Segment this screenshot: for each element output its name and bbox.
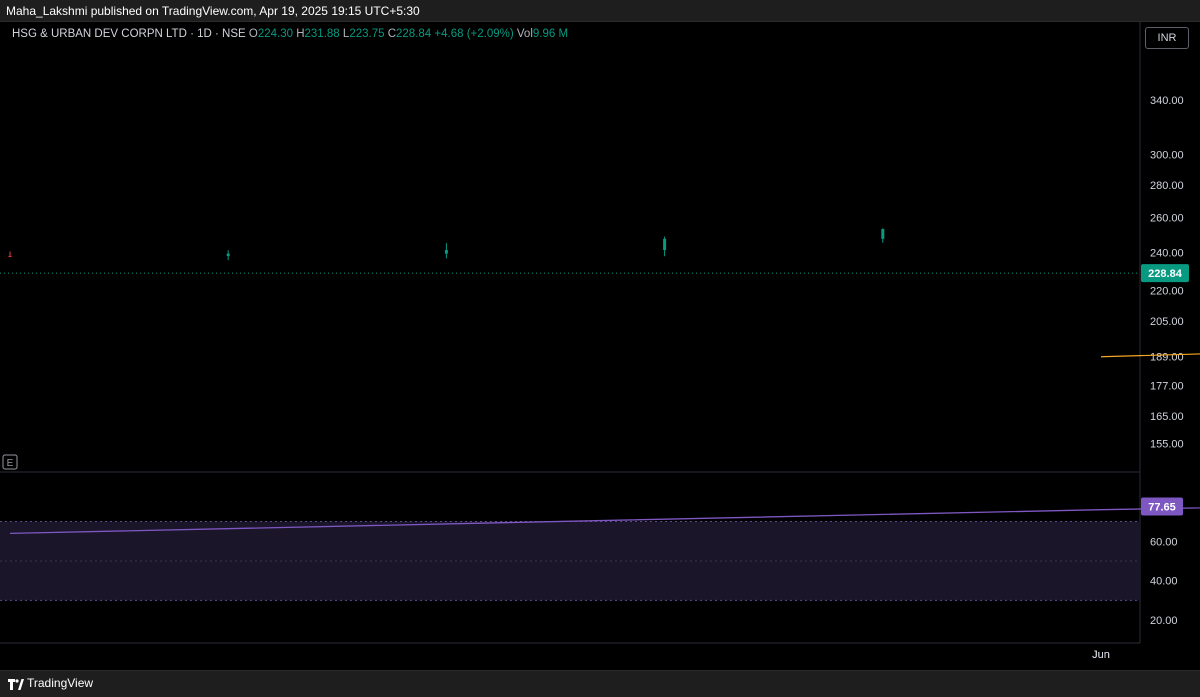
candles-group (9, 90, 1200, 422)
chart-canvas[interactable]: 340.00 300.00 280.00 260.00 240.00 220.00 205.… (0, 0, 1200, 670)
price-tick-label: 177.00 (1150, 380, 1184, 392)
price-tick-label: 165.00 (1150, 411, 1184, 423)
time-tick-label: Jun (1092, 649, 1110, 661)
price-tick-label: 220.00 (1150, 285, 1184, 297)
price-tick-label: 205.00 (1150, 316, 1184, 328)
tradingview-logo-icon (8, 679, 24, 691)
candle-body (881, 229, 884, 239)
price-tick-label: 260.00 (1150, 212, 1184, 224)
rsi-value-label: 77.65 (1148, 501, 1176, 513)
price-tick-label: 155.00 (1150, 438, 1184, 450)
price-tick-label: 280.00 (1150, 180, 1184, 192)
footer-bar: TradingView (0, 670, 1200, 697)
price-tick-label: 300.00 (1150, 150, 1184, 162)
rsi-tick-label: 20.00 (1150, 615, 1178, 627)
footer-brand: TradingView (27, 676, 93, 690)
candle-body (663, 239, 666, 250)
rsi-tick-label: 60.00 (1150, 536, 1178, 548)
candle-body (9, 256, 12, 257)
price-tick-label: 340.00 (1150, 95, 1184, 107)
earnings-marker-label: E (7, 458, 14, 469)
candle-body (227, 254, 230, 256)
candle-body (445, 250, 448, 254)
price-tick-label: 240.00 (1150, 247, 1184, 259)
rsi-tick-label: 40.00 (1150, 576, 1178, 588)
price-tick-label: 189.00 (1150, 352, 1184, 364)
last-price-label: 228.84 (1148, 268, 1183, 280)
